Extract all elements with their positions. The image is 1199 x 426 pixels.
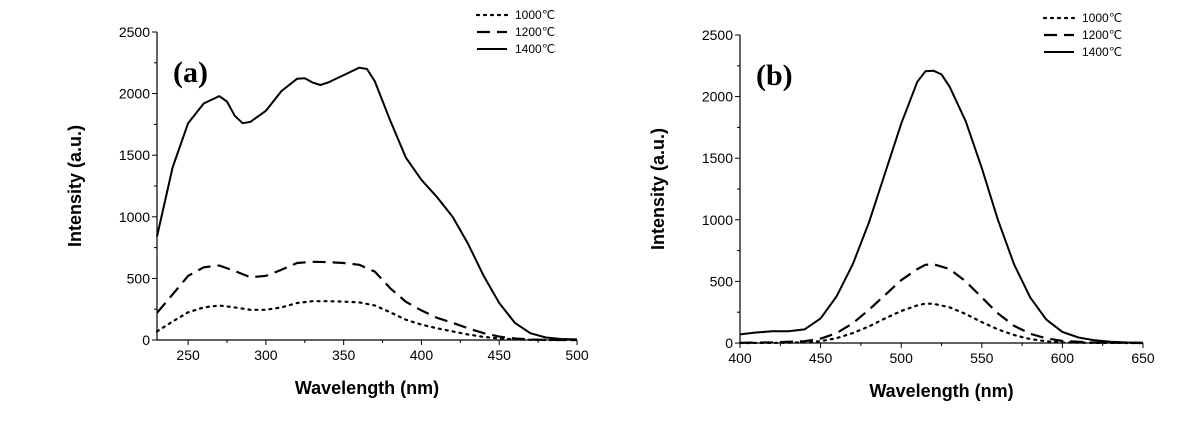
chart-panel-1: 250 300 350 400 450 500 0 500 1000 1500 2000 2500 Wa…: [65, 8, 589, 398]
y-tick-label: 0: [725, 335, 733, 351]
y-tick-label: 1000: [119, 209, 150, 225]
y-tick-label: 1500: [119, 147, 150, 163]
x-tick-label: 500: [890, 350, 914, 366]
y-axis-label: Intensity (a.u.): [65, 125, 85, 247]
x-axis-label: Wavelength (nm): [869, 381, 1013, 401]
legend-entry: 1400℃: [515, 42, 555, 56]
x-tick-label: 550: [970, 350, 994, 366]
y-tick-label: 500: [127, 270, 151, 286]
series-line-2: [739, 263, 1144, 345]
series-line-2: [156, 260, 577, 342]
series-line-3: [739, 69, 1144, 344]
y-tick-label: 2500: [119, 24, 150, 40]
x-tick-label: 600: [1051, 350, 1075, 366]
legend-entry: 1000℃: [1082, 11, 1122, 25]
legend-entry: 1400℃: [1082, 45, 1122, 59]
x-tick-label: 500: [565, 347, 589, 363]
series-line-1: [738, 302, 1145, 345]
x-axis-label: Wavelength (nm): [295, 378, 439, 398]
y-tick-label: 2000: [119, 86, 150, 102]
chart-panel-2: 400 450 500 550 600 650 0 500 1000 1500 2000 2500 Wa…: [648, 11, 1155, 401]
legend-entry: 1000℃: [515, 8, 555, 22]
series-line-1: [155, 300, 579, 342]
x-tick-label: 400: [728, 350, 752, 366]
x-tick-label: 650: [1131, 350, 1155, 366]
y-tick-label: 0: [142, 332, 150, 348]
legend-entry: 1200℃: [515, 25, 555, 39]
x-tick-label: 400: [410, 347, 434, 363]
y-tick-label: 2000: [702, 89, 733, 105]
series-line-3: [156, 66, 578, 341]
x-tick-label: 450: [488, 347, 512, 363]
x-tick-label: 300: [254, 347, 278, 363]
y-axis-label: Intensity (a.u.): [648, 128, 668, 250]
legend-entry: 1200℃: [1082, 28, 1122, 42]
x-tick-label: 350: [332, 347, 356, 363]
x-tick-label: 450: [809, 350, 833, 366]
panel-label: (a): [173, 56, 208, 89]
y-tick-label: 500: [710, 273, 734, 289]
x-tick-label: 250: [176, 347, 200, 363]
panel-label: (b): [756, 59, 793, 92]
y-tick-label: 1500: [702, 150, 733, 166]
y-tick-label: 1000: [702, 212, 733, 228]
y-tick-label: 2500: [702, 27, 733, 43]
